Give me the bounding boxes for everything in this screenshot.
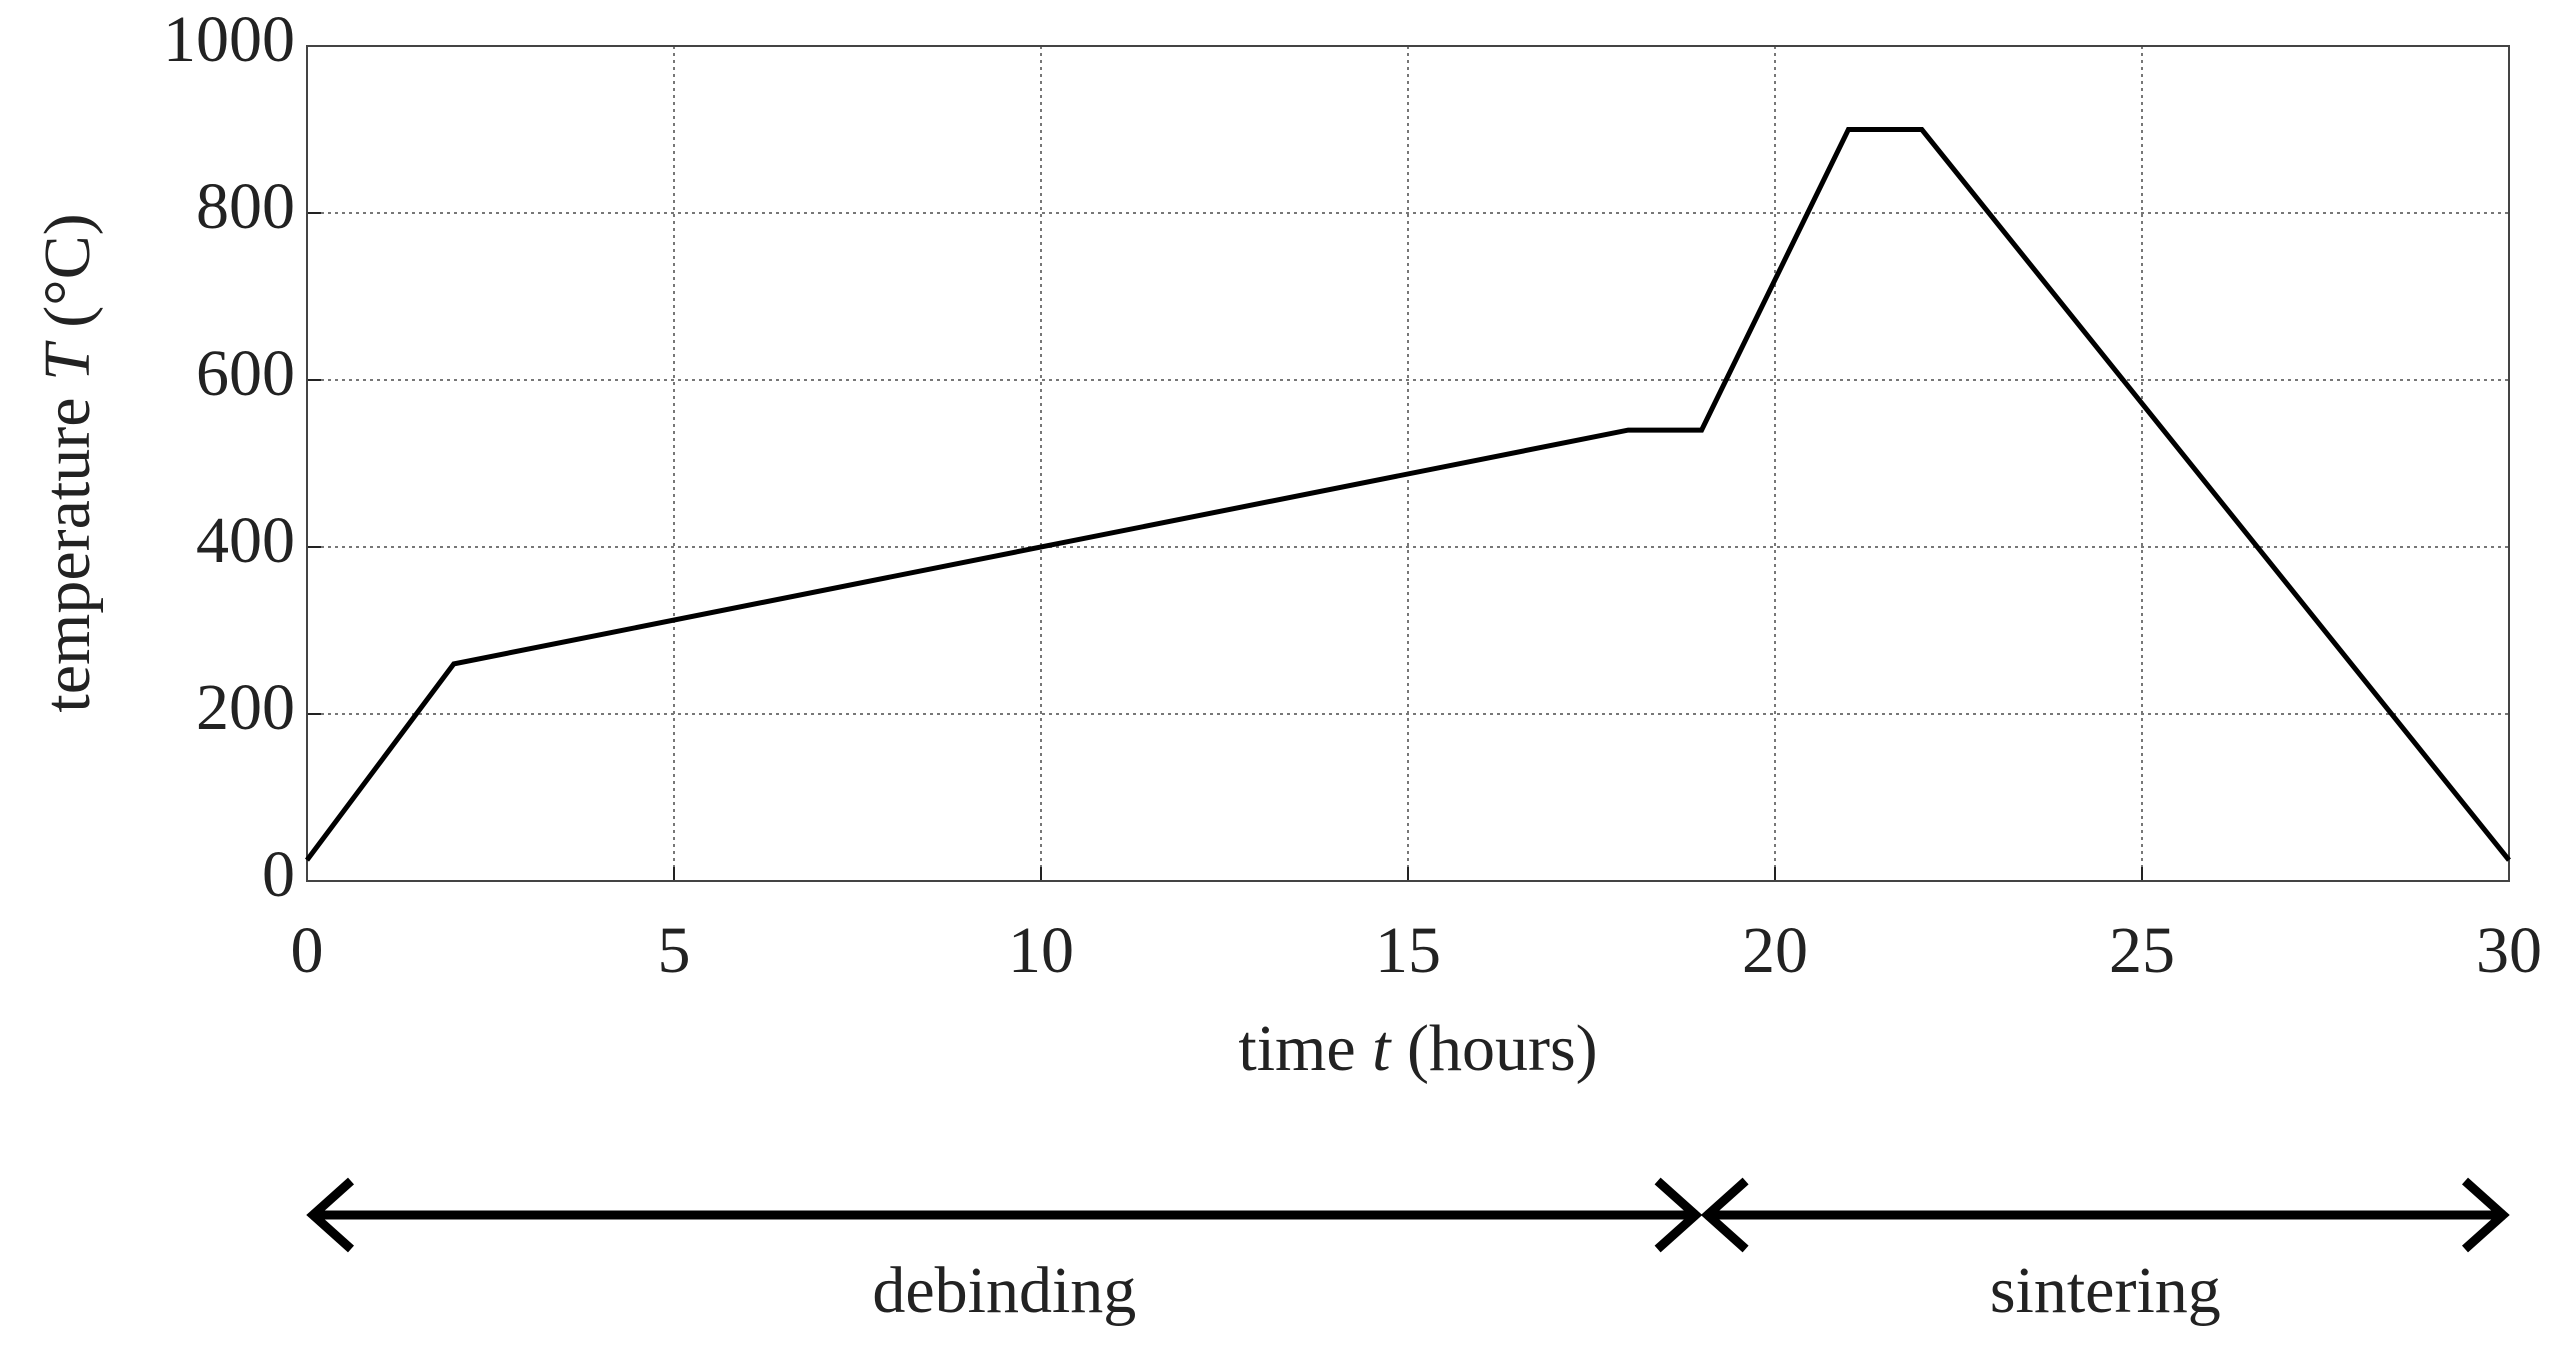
- x-tick-label: 0: [291, 914, 324, 987]
- x-tick-label: 30: [2476, 914, 2542, 987]
- data-line: [304, 127, 2511, 862]
- y-tick-label: 1000: [163, 3, 295, 76]
- y-tick-label: 0: [262, 838, 295, 911]
- y-tick-label: 800: [196, 170, 295, 243]
- plot-frame: [306, 45, 2510, 882]
- y-label-part: T: [31, 340, 104, 381]
- x-tick-label: 10: [1008, 914, 1074, 987]
- y-tick-label: 200: [196, 671, 295, 744]
- y-tick-label: 600: [196, 337, 295, 410]
- x-axis-label: time t (hours): [1238, 1012, 1597, 1085]
- x-tick-label: 15: [1375, 914, 1441, 987]
- y-label-part: (°C): [31, 213, 104, 344]
- y-tick-label: 400: [196, 504, 295, 577]
- x-label-part: time: [1238, 1012, 1372, 1085]
- x-label-part: (hours): [1391, 1012, 1598, 1085]
- range-label: debinding: [872, 1254, 1136, 1327]
- x-tick-label: 5: [658, 914, 691, 987]
- x-tick-label: 20: [1742, 914, 1808, 987]
- x-label-part: t: [1372, 1012, 1392, 1085]
- range-arrow: [306, 1177, 1703, 1253]
- y-axis-label: temperature T (°C): [31, 213, 104, 712]
- x-tick-label: 25: [2109, 914, 2175, 987]
- range-label: sintering: [1990, 1254, 2221, 1327]
- y-label-part: temperature: [31, 381, 104, 713]
- range-arrow: [1700, 1177, 2510, 1253]
